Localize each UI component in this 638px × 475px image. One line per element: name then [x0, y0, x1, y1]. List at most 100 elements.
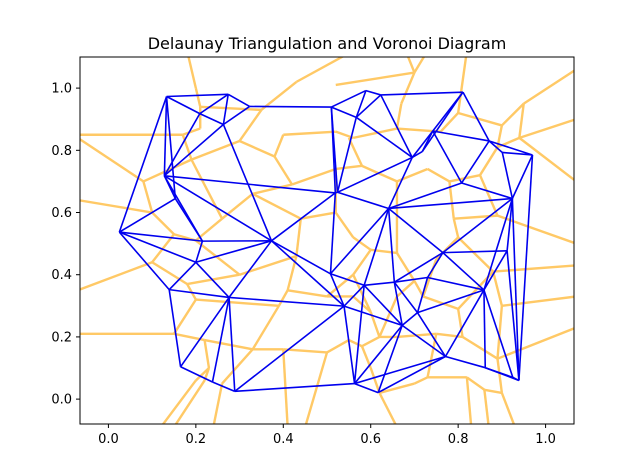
delaunay-edge-24 [432, 91, 464, 132]
delaunay-edge-70 [271, 240, 331, 275]
delaunay-edge-116 [180, 366, 213, 383]
delaunay-edge-112 [512, 376, 520, 382]
voronoi-edge-129 [491, 271, 504, 307]
delaunay-edge-1 [166, 93, 229, 98]
plot-frame [79, 56, 575, 425]
voronoi-edge-109 [326, 273, 354, 298]
voronoi-edge-115 [378, 296, 399, 338]
delaunay-edge-15 [331, 106, 357, 119]
delaunay-edge-29 [411, 130, 434, 158]
voronoi-edge-74 [369, 367, 381, 394]
voronoi-edge-81 [483, 389, 490, 424]
delaunay-edge-79 [179, 296, 230, 368]
voronoi-edge-53 [151, 261, 188, 286]
y-tick-label-2: 0.4 [51, 268, 72, 283]
delaunay-edge-115 [212, 381, 236, 393]
delaunay-edge-62 [174, 198, 204, 242]
x-tick-label-0: 0.0 [98, 432, 119, 447]
x-tick-label-3: 0.6 [360, 432, 381, 447]
voronoi-edge-77 [413, 376, 429, 385]
voronoi-edge-84 [496, 358, 504, 394]
voronoi-edge-47 [142, 181, 154, 213]
voronoi-edge-97 [195, 298, 280, 308]
delaunay-edge-28 [432, 130, 463, 184]
delaunay-edge-38 [502, 151, 533, 156]
voronoi-edge-55 [172, 298, 197, 335]
voronoi-edge-108 [352, 249, 372, 276]
delaunay-edge-35 [488, 140, 503, 154]
delaunay-edge-84 [363, 284, 403, 326]
voronoi-edge-126 [457, 236, 494, 273]
y-tick-label-0: 0.0 [51, 393, 72, 408]
delaunay-edge-25 [462, 91, 490, 142]
delaunay-edge-64 [119, 231, 197, 264]
voronoi-edge-18 [335, 130, 354, 139]
voronoi-edge-20 [395, 103, 403, 129]
delaunay-edge-65 [118, 231, 170, 291]
delaunay-edge-27 [432, 130, 490, 142]
voronoi-edge-49 [151, 211, 175, 236]
delaunay-edge-43 [388, 197, 513, 210]
voronoi-edge-94 [287, 289, 328, 298]
delaunay-edge-90 [343, 306, 356, 384]
delaunay-edge-53 [329, 207, 390, 275]
voronoi-edge-118 [456, 308, 464, 338]
chart-title: Delaunay Triangulation and Voronoi Diagr… [148, 34, 507, 53]
delaunay-edge-118 [353, 285, 365, 384]
voronoi-edge-19 [352, 127, 398, 140]
voronoi-edge-100 [195, 239, 241, 276]
delaunay-edge-40 [511, 154, 534, 199]
voronoi-edge-40 [273, 155, 294, 186]
delaunay-edge-54 [335, 191, 338, 194]
voronoi-edge-15 [239, 139, 276, 158]
voronoi-edge-87 [436, 332, 463, 339]
x-tick-label-5: 1.0 [535, 432, 556, 447]
delaunay-edge-10 [222, 105, 251, 126]
delaunay-edge-6 [199, 93, 229, 115]
delaunay-edge-78 [211, 297, 230, 383]
delaunay-edge-95 [401, 324, 446, 358]
delaunay-edge-31 [355, 116, 413, 159]
voronoi-edge-6 [406, 57, 416, 73]
delaunay-edge-0 [166, 95, 201, 115]
voronoi-edge-38 [335, 164, 363, 171]
voronoi-edge-83 [500, 392, 516, 424]
voronoi-edge-101 [186, 273, 240, 286]
voronoi-edge-68 [283, 348, 328, 354]
delaunay-edge-80 [330, 273, 365, 287]
delaunay-edge-103 [483, 250, 508, 291]
voronoi-edge-75 [378, 392, 397, 424]
delaunay-edge-45 [506, 198, 514, 251]
delaunay-edge-104 [444, 289, 485, 357]
delaunay-edge-48 [388, 182, 462, 210]
x-tick-label-2: 0.4 [273, 432, 294, 447]
voronoi-edge-23 [439, 112, 460, 133]
voronoi-edge-7 [335, 71, 415, 87]
y-axis: 0.0 0.2 0.4 0.6 0.8 1.0 [51, 82, 80, 408]
delaunay-edge-89 [343, 305, 403, 327]
voronoi-edge-1 [194, 87, 202, 108]
delaunay-edge-96 [416, 277, 429, 313]
delaunay-edge-13 [249, 105, 332, 108]
voronoi-edge-24 [456, 57, 468, 114]
voronoi-edge-95 [277, 289, 289, 307]
voronoi-edge-28 [518, 103, 525, 139]
delaunay-edge-56 [164, 175, 336, 194]
delaunay-edge-44 [442, 197, 513, 254]
voronoi-edge-104 [300, 211, 336, 220]
voronoi-edge-82 [484, 388, 503, 395]
delaunay-edge-93 [353, 324, 403, 385]
delaunay-edge-5 [199, 112, 224, 126]
delaunay-edge-91 [234, 305, 345, 392]
voronoi-edge-79 [465, 377, 473, 424]
delaunay-edge-2 [163, 96, 168, 176]
x-tick-label-1: 0.2 [186, 432, 207, 447]
delaunay-edge-77 [228, 297, 236, 392]
delaunay-edge-17 [330, 107, 337, 193]
delaunay-edge-60 [163, 175, 272, 242]
voronoi-edge-86 [461, 335, 499, 360]
voronoi-edge-80 [466, 376, 486, 391]
voronoi-edge-21 [400, 72, 416, 105]
voronoi-edge-103 [252, 192, 302, 220]
delaunay-edge-36 [488, 140, 533, 156]
